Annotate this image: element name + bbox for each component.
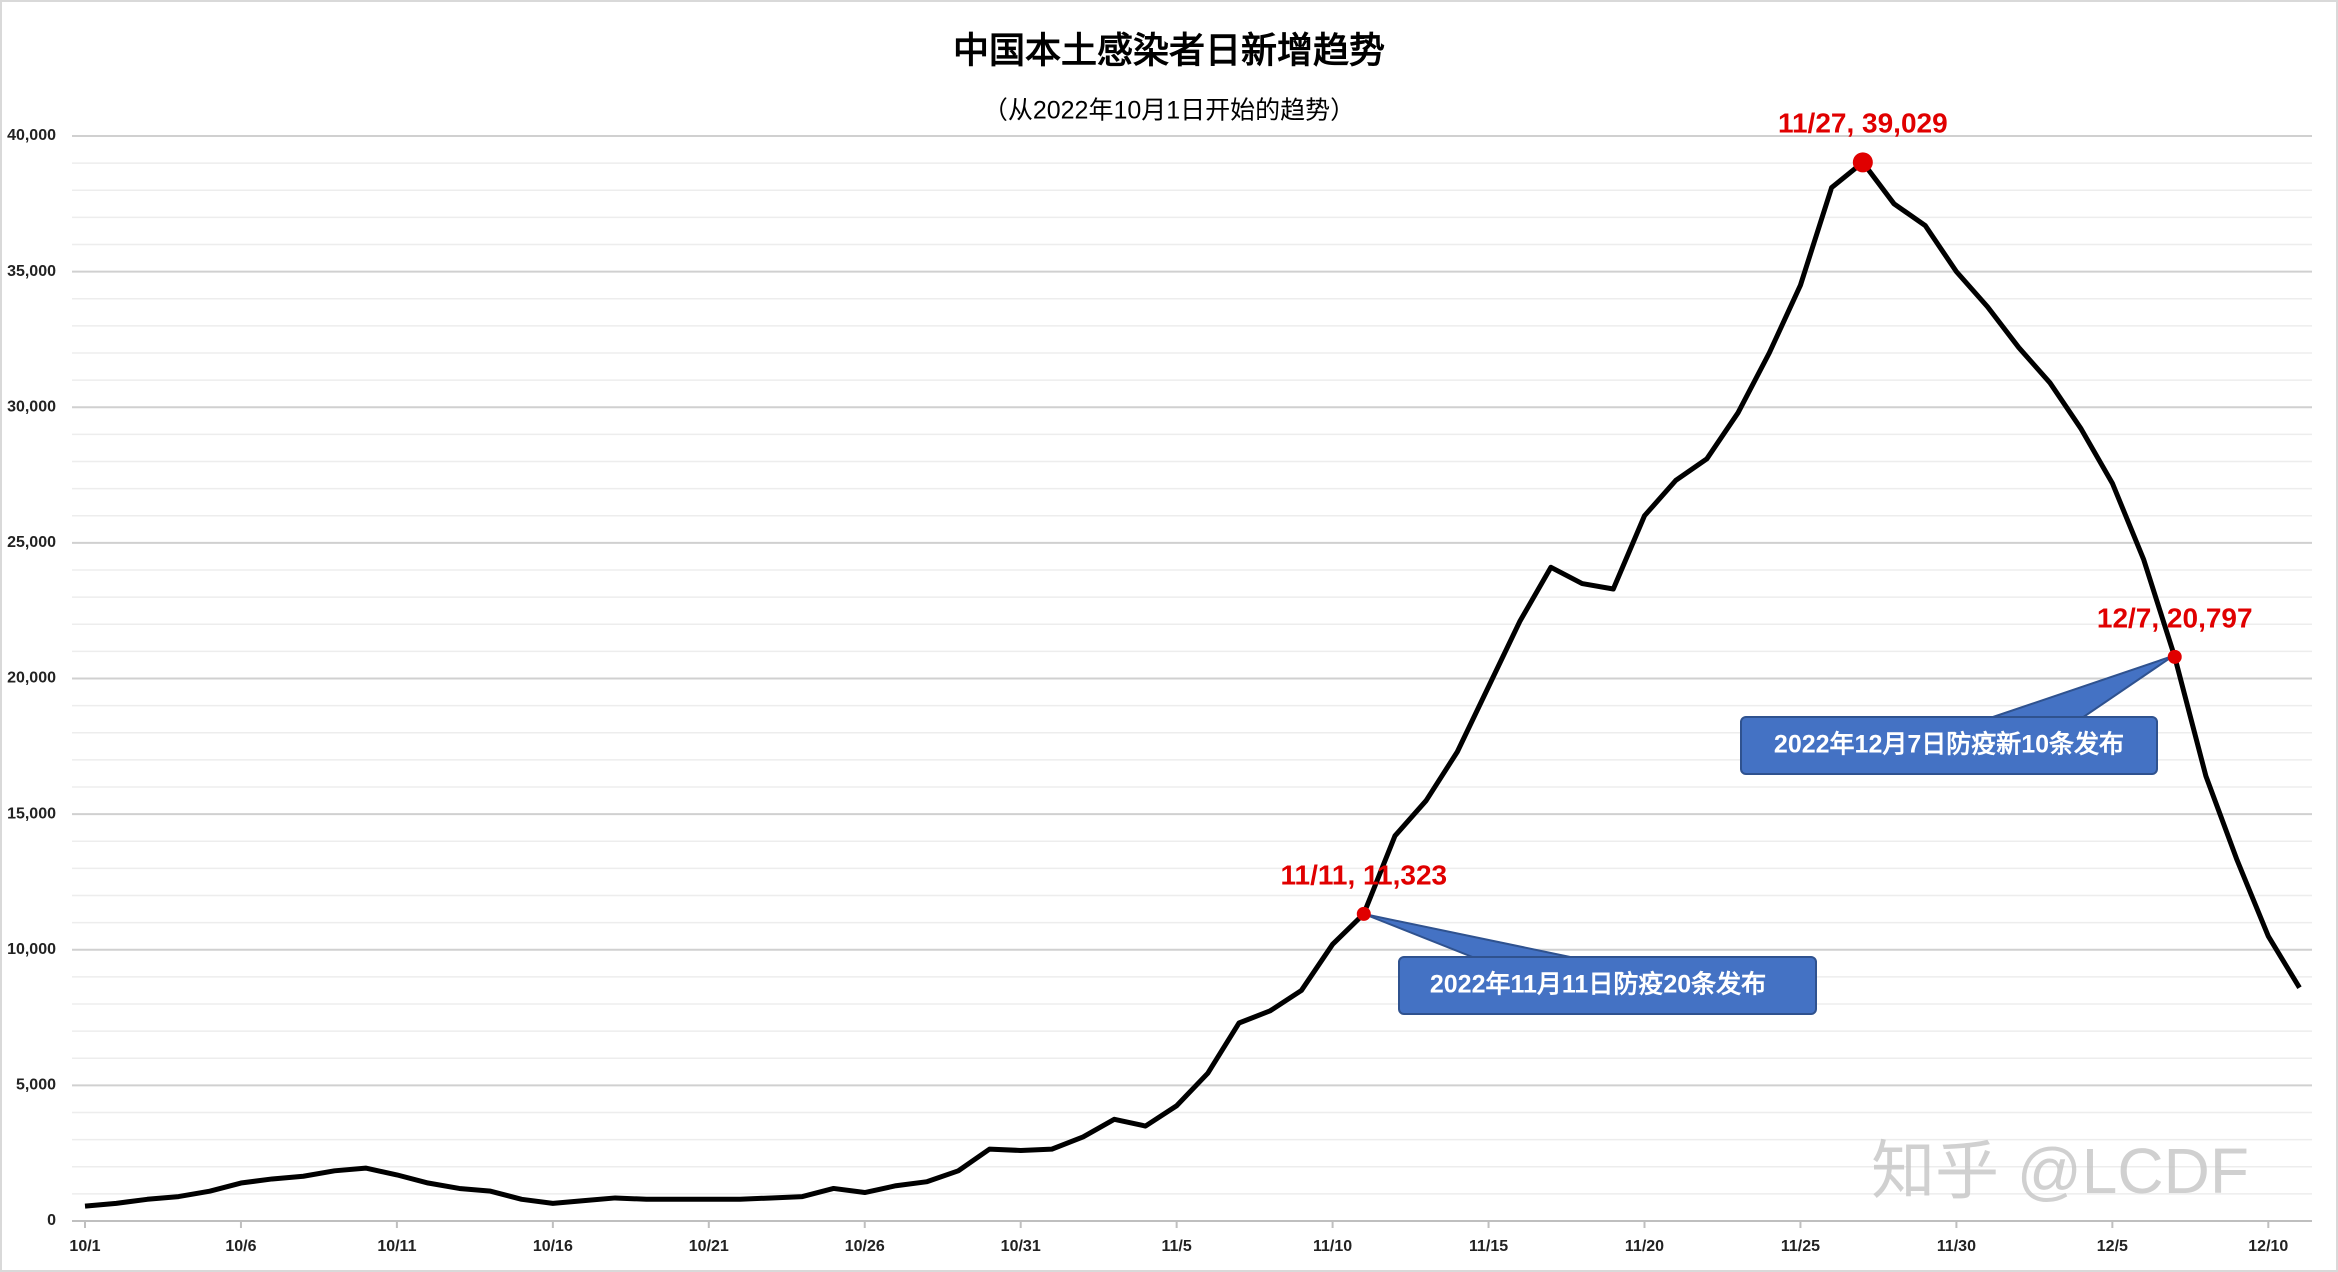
x-tick-label: 11/15 [1469, 1238, 1508, 1255]
x-tick-label: 10/31 [1001, 1238, 1041, 1255]
y-tick-label: 30,000 [7, 398, 56, 415]
y-tick-label: 15,000 [7, 805, 56, 822]
x-tick-label: 10/11 [377, 1238, 416, 1255]
y-tick-label: 35,000 [7, 263, 56, 280]
y-tick-label: 40,000 [7, 127, 56, 144]
data-line [84, 159, 2302, 1209]
callout-box [1740, 716, 2158, 775]
y-tick-label: 5,000 [16, 1077, 56, 1094]
x-tick-label: 10/21 [689, 1238, 729, 1255]
callout-text: 2022年11月11日防疫20条发布 [1430, 970, 1766, 999]
y-tick-label: 10,000 [7, 941, 56, 958]
x-tick-label: 12/10 [2248, 1238, 2288, 1255]
chart-subtitle: （从2022年10月1日开始的趋势） [983, 97, 1355, 125]
x-tick-label: 10/26 [845, 1238, 885, 1255]
chart-title: 中国本土感染者日新增趋势 [953, 30, 1385, 71]
data-label: 12/7, 20,797 [2097, 602, 2253, 633]
callout-text: 2022年12月7日防疫新10条发布 [1774, 730, 2124, 759]
x-tick-label: 10/16 [533, 1238, 573, 1255]
highlight-point [1356, 906, 1371, 921]
x-tick-label: 11/5 [1162, 1238, 1192, 1255]
callouts: 2022年11月11日防疫20条发布 2022年12月7日防疫新10条发布 [1363, 655, 2174, 1015]
watermark: 知乎 @LCDF [1871, 1135, 2249, 1207]
x-tick-label: 10/6 [225, 1238, 256, 1255]
data-label: 11/11, 11,323 [1280, 859, 1447, 890]
x-tick-label: 11/30 [1937, 1238, 1976, 1255]
highlight-point [2167, 649, 2182, 664]
x-tick-label: 11/25 [1781, 1238, 1820, 1255]
y-tick-label: 0 [47, 1212, 56, 1229]
x-tick-label: 11/10 [1313, 1238, 1352, 1255]
callout-box [1398, 956, 1817, 1015]
x-tick-label: 12/5 [2097, 1238, 2128, 1255]
x-tick-label: 10/1 [69, 1238, 100, 1255]
highlight-point [1852, 152, 1873, 173]
x-tick-label: 11/20 [1625, 1238, 1664, 1255]
y-tick-label: 20,000 [7, 670, 56, 687]
data-label: 11/27, 39,029 [1778, 108, 1948, 139]
y-tick-label: 25,000 [7, 534, 56, 551]
